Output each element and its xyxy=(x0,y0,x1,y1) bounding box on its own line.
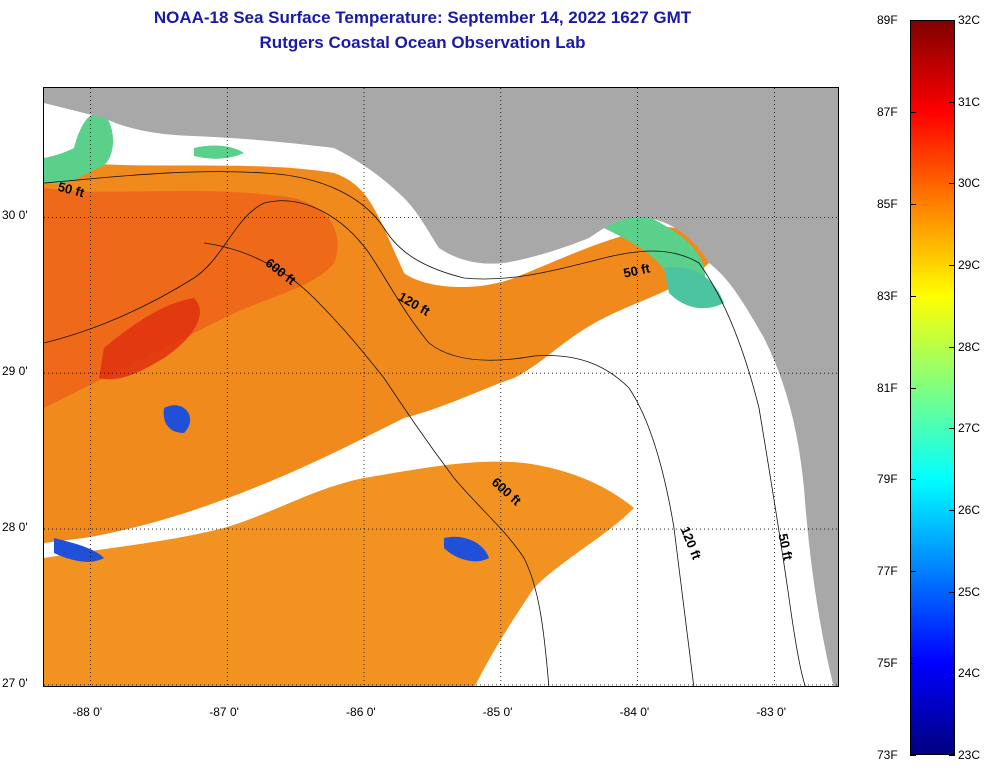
celsius-label: 30C xyxy=(958,176,981,191)
celsius-label: 27C xyxy=(958,421,981,436)
fahrenheit-label: 75F xyxy=(877,656,898,671)
fahrenheit-tick xyxy=(910,295,916,297)
celsius-tick xyxy=(949,428,955,430)
land-bay xyxy=(194,145,244,159)
cold-patch-1 xyxy=(54,538,104,562)
cool-nearshore-east xyxy=(589,204,705,287)
fahrenheit-label: 89F xyxy=(877,13,898,27)
warm-water-southwest xyxy=(44,461,634,686)
lat-lon-grid xyxy=(44,88,838,686)
celsius-tick xyxy=(949,183,955,185)
isobath-600ft xyxy=(203,242,550,686)
latitude-tick-label: 27 0' xyxy=(2,675,28,690)
sst-map[interactable]: 50 ft 600 ft 120 ft 50 ft 600 ft 120 ft 50 ft xyxy=(43,87,839,687)
isobath-label: 50 ft xyxy=(56,179,86,201)
land-layer xyxy=(44,88,838,686)
fahrenheit-label: 79F xyxy=(877,472,898,487)
celsius-label: 29C xyxy=(958,258,981,272)
isobath-label: 50 ft xyxy=(775,532,795,562)
celsius-tick xyxy=(949,20,955,21)
temperature-colorbar xyxy=(910,20,955,755)
celsius-tick xyxy=(949,101,955,103)
celsius-tick xyxy=(949,673,955,675)
celsius-tick xyxy=(949,510,955,511)
cool-nearshore-west xyxy=(44,112,114,185)
map-title: NOAA-18 Sea Surface Temperature: Septemb… xyxy=(153,8,692,27)
map-subtitle: Rutgers Coastal Ocean Observation Lab xyxy=(259,33,586,52)
isobath-50ft xyxy=(44,171,806,686)
longitude-tick-label: -85 0' xyxy=(482,705,513,719)
celsius-label: 23C xyxy=(958,748,981,762)
celsius-tick xyxy=(949,265,955,266)
celsius-tick xyxy=(949,755,955,756)
isobath-label: 50 ft xyxy=(622,260,652,280)
fahrenheit-label: 87F xyxy=(877,104,898,119)
fahrenheit-tick xyxy=(910,479,916,481)
longitude-tick-label: -84 0' xyxy=(619,705,650,719)
fahrenheit-label: 83F xyxy=(877,288,898,303)
fahrenheit-tick xyxy=(910,111,916,113)
latitude-tick-label: 28 0' xyxy=(2,520,28,535)
longitude-tick-label: -86 0' xyxy=(346,705,376,719)
fahrenheit-tick xyxy=(910,571,916,573)
fahrenheit-tick xyxy=(910,20,916,21)
cold-patch-3 xyxy=(163,405,191,433)
fahrenheit-tick xyxy=(910,203,916,205)
land-panhandle xyxy=(44,88,838,686)
longitude-tick-label: -83 0' xyxy=(756,705,786,719)
fahrenheit-label: 85F xyxy=(877,196,898,211)
water-temperature-layer xyxy=(44,112,724,686)
fahrenheit-label: 81F xyxy=(877,380,898,395)
fahrenheit-tick xyxy=(910,663,916,665)
cold-patch-2 xyxy=(444,536,489,562)
isobath-label: 120 ft xyxy=(678,524,705,562)
cool-east-coast xyxy=(664,267,724,309)
fahrenheit-tick xyxy=(910,755,916,756)
celsius-tick xyxy=(949,591,955,593)
latitude-tick-label: 30 0' xyxy=(2,208,28,223)
latitude-tick-label: 29 0' xyxy=(2,364,28,379)
celsius-label: 32C xyxy=(958,13,981,27)
celsius-label: 28C xyxy=(958,339,981,354)
celsius-label: 26C xyxy=(958,503,981,517)
fahrenheit-tick xyxy=(910,387,916,389)
fahrenheit-label: 73F xyxy=(877,748,898,762)
celsius-label: 24C xyxy=(958,666,981,681)
celsius-label: 31C xyxy=(958,94,981,109)
fahrenheit-label: 77F xyxy=(877,564,898,579)
celsius-tick xyxy=(949,346,955,348)
longitude-tick-label: -88 0' xyxy=(72,705,103,719)
hot-water-patch xyxy=(99,298,200,380)
celsius-label: 25C xyxy=(958,584,981,599)
isobath-120ft xyxy=(44,200,695,686)
longitude-tick-label: -87 0' xyxy=(209,705,239,719)
isobath-contours xyxy=(44,171,806,686)
